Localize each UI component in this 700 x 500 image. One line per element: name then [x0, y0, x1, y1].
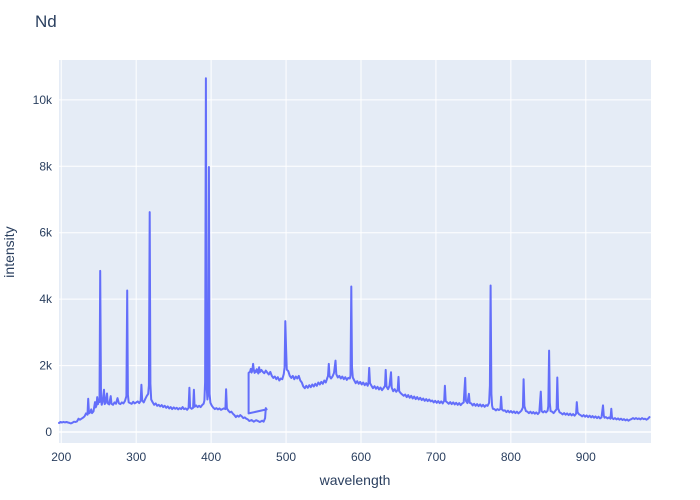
x-axis-title: wavelength [319, 472, 391, 488]
x-tick-label: 400 [201, 450, 221, 464]
x-tick-label: 300 [126, 450, 146, 464]
x-tick-label: 900 [576, 450, 596, 464]
spectrum-trace [58, 77, 651, 425]
x-tick-label: 500 [276, 450, 296, 464]
x-tick-label: 600 [351, 450, 371, 464]
y-tick-label: 10k [33, 93, 53, 107]
chart-title: Nd [35, 12, 57, 31]
y-tick-label: 4k [39, 292, 53, 306]
y-tick-label: 8k [39, 159, 53, 173]
y-tick-label: 0 [45, 425, 52, 439]
y-axis-title: intensity [1, 226, 17, 278]
x-tick-label: 700 [426, 450, 446, 464]
plot-area[interactable] [59, 60, 651, 443]
x-tick-label: 800 [501, 450, 521, 464]
y-tick-label: 6k [39, 226, 53, 240]
x-tick-label: 200 [51, 450, 71, 464]
y-tick-label: 2k [39, 359, 53, 373]
